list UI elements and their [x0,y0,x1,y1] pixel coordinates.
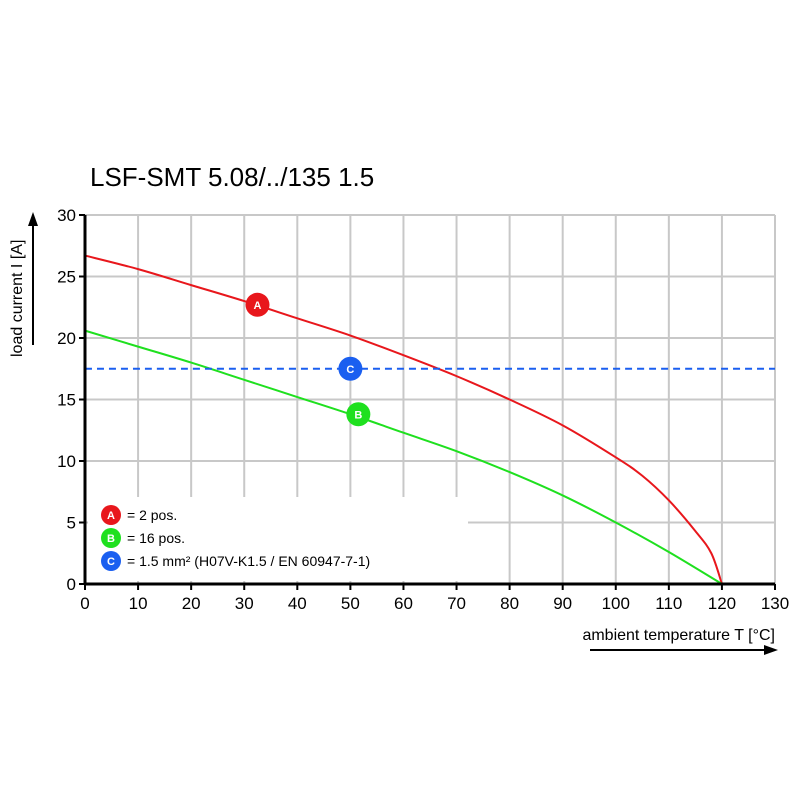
legend-entry-b: = 16 pos. [127,530,185,546]
series-marker-c [338,356,363,381]
series-line-b [84,329,723,585]
series-markers: A B C [245,292,371,427]
y-tick-label: 0 [67,575,76,594]
x-tick-label: 0 [80,594,89,613]
legend-marker-a [101,505,121,525]
x-tick-label: 110 [655,594,682,613]
legend-marker-label: B [107,533,115,545]
y-tick-label: 25 [57,268,76,287]
y-axis-arrow [28,212,38,345]
x-tick-label: 80 [500,594,519,613]
series-group [84,254,775,585]
x-tick-label: 10 [129,594,148,613]
x-tick-label: 120 [708,594,736,613]
x-tick-label: 20 [182,594,201,613]
y-tick-label: 10 [57,452,76,471]
legend-background [88,497,468,581]
legend-marker-b [101,528,121,548]
x-tick-label: 90 [553,594,572,613]
x-axis-arrow [590,645,778,655]
series-marker-a [245,292,270,317]
series-marker-label: C [346,364,354,376]
legend-entry-c: = 1.5 mm² (H07V-K1.5 / EN 60947-7-1) [127,553,370,569]
x-tick-label: 100 [602,594,630,613]
axes [79,214,776,590]
chart-title: LSF-SMT 5.08/../135 1.5 [90,162,374,192]
y-axis-label: load current I [A] [9,240,26,357]
legend-marker-label: C [107,556,115,568]
x-tick-label: 60 [394,594,413,613]
legend-marker-c [101,551,121,571]
x-tick-label: 50 [341,594,360,613]
legend-marker-label: A [107,510,115,522]
series-marker-label: B [354,409,362,421]
legend: A = 2 pos. B = 16 pos. C = 1.5 mm² (H07V-K1.5… [101,505,370,571]
tick-labels: 0 10 20 30 40 50 60 70 80 90 100 110 120 130 0 5 10 15 20 2… [57,206,789,613]
y-tick-label: 20 [57,329,76,348]
x-axis-label: ambient temperature T [°C] [582,627,775,644]
y-tick-label: 5 [67,514,76,533]
y-tick-label: 15 [57,391,76,410]
series-marker-label: A [254,300,262,312]
x-tick-label: 40 [288,594,307,613]
x-tick-label: 130 [761,594,789,613]
legend-entry-a: = 2 pos. [127,507,177,523]
y-tick-label: 30 [57,206,76,225]
x-tick-label: 70 [447,594,466,613]
series-line-a [84,254,723,585]
x-tick-label: 30 [235,594,254,613]
series-marker-b [346,402,371,427]
